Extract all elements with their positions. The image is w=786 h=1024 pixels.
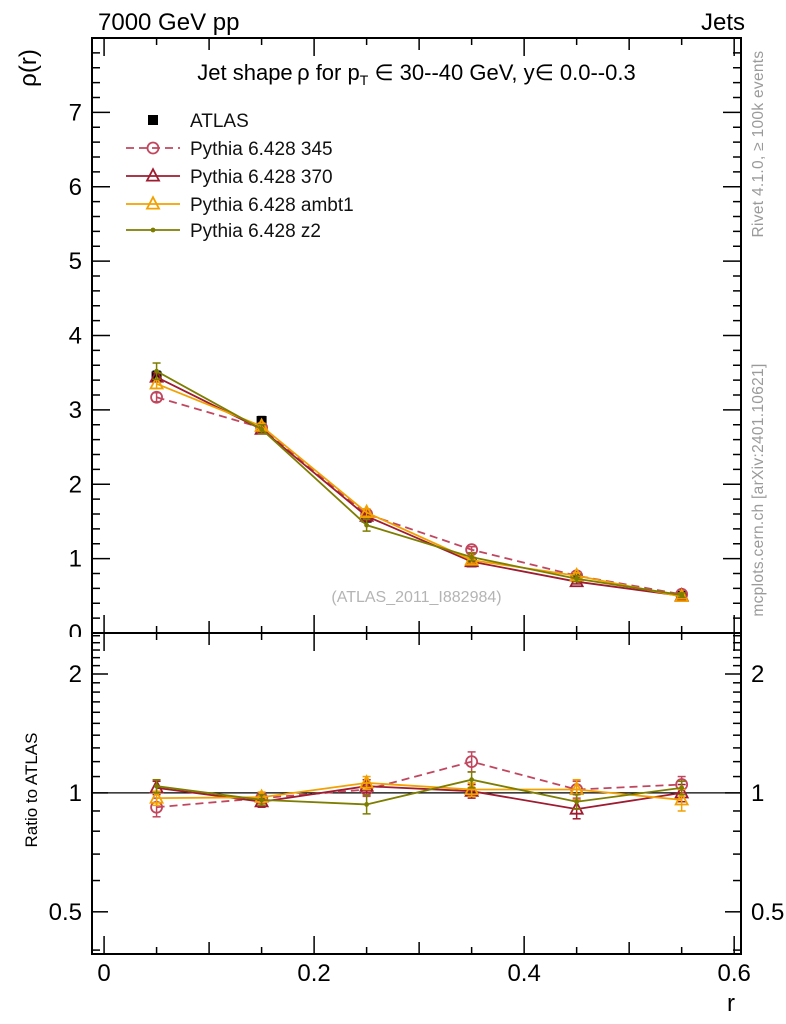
ratio-y-tick-label: 0.5 (49, 899, 82, 926)
legend: ATLAS Pythia 6.428 345 Pythia 6.428 370 Pyt… (126, 111, 354, 242)
data-marker (146, 141, 160, 155)
analysis-id-watermark: (ATLAS_2011_I882984) (331, 589, 502, 606)
data-marker (364, 802, 370, 807)
beam-header: 7000 GeV pp (98, 9, 240, 36)
ratio-y-tick-label-right: 2 (751, 661, 764, 688)
x-tick-label: 0.6 (717, 960, 750, 987)
series-line (156, 370, 682, 596)
data-marker (149, 375, 165, 390)
legend-item: Pythia 6.428 345 (126, 139, 333, 160)
data-marker (150, 227, 156, 233)
ratio-y-tick-label-right: 0.5 (751, 899, 784, 926)
legend-label: Pythia 6.428 ambt1 (190, 195, 354, 216)
data-marker (149, 789, 165, 804)
main-y-tick-label: 6 (69, 174, 82, 201)
main-y-tick-label: 3 (69, 397, 82, 424)
legend-label: Pythia 6.428 370 (190, 167, 333, 188)
data-marker (674, 791, 690, 806)
series-line (156, 760, 682, 809)
data-marker (464, 551, 480, 566)
data-marker (145, 195, 161, 210)
data-marker (569, 800, 585, 815)
data-marker (574, 576, 580, 582)
x-axis-title: r (727, 990, 735, 1017)
x-tick-label: 0.4 (507, 960, 540, 987)
data-marker (465, 755, 479, 769)
series-ratio-pythia-6-428-345 (150, 751, 689, 818)
ratio-y-tick-label: 1 (69, 780, 82, 807)
legend-item: Pythia 6.428 370 (126, 167, 333, 188)
legend-item: Pythia 6.428 ambt1 (126, 195, 354, 216)
plot-title-prefix: Jet shape ρ for p (197, 60, 360, 85)
data-marker (469, 554, 475, 560)
data-marker (359, 777, 375, 792)
plot-title-subscript: T (359, 72, 369, 88)
series-main-atlas (151, 370, 687, 601)
data-marker (574, 799, 580, 805)
analysis-group-header: Jets (700, 9, 745, 36)
legend-label: ATLAS (190, 111, 249, 132)
series-line (156, 383, 682, 598)
legend-label: Pythia 6.428 z2 (190, 221, 321, 242)
data-marker (154, 783, 159, 789)
plot-title: Jet shape ρ for pT ∈ 30--40 GeV, y∈ 0.0-… (92, 60, 741, 88)
main-y-tick-label: 2 (69, 471, 82, 498)
data-marker (259, 426, 265, 432)
ratio-y-tick-label: 2 (69, 661, 82, 688)
plot-title-suffix: ∈ 30--40 GeV, y∈ 0.0--0.3 (368, 60, 636, 85)
data-marker (679, 592, 685, 598)
main-y-tick-label: 5 (69, 248, 82, 275)
series-line (156, 396, 682, 596)
data-marker (154, 368, 159, 374)
ratio-y-tick-label-right: 1 (751, 780, 764, 807)
data-marker (150, 390, 163, 404)
series-main-pythia-6-428-345 (150, 390, 689, 601)
series-main-pythia-6-428-ambt1 (149, 375, 690, 603)
series-main-pythia-6-428-370 (149, 368, 690, 602)
data-marker (148, 115, 158, 125)
data-marker (259, 797, 265, 803)
data-marker (364, 522, 370, 528)
main-y-tick-label: 4 (69, 323, 82, 350)
main-y-tick-label: 1 (69, 546, 82, 573)
series-ratio-pythia-6-428-370 (149, 777, 690, 820)
data-marker (359, 774, 375, 789)
x-tick-label: 0 (97, 960, 110, 987)
main-y-tick-label: 0 (69, 620, 82, 647)
series-line (156, 376, 682, 597)
data-marker (469, 777, 475, 783)
data-marker (359, 503, 375, 519)
data-marker (145, 167, 161, 182)
legend-item: ATLAS (148, 111, 249, 132)
series-ratio-pythia-6-428-z2 (152, 771, 686, 815)
main-y-tick-label: 7 (69, 99, 82, 126)
series-line (156, 785, 682, 810)
data-marker (679, 785, 685, 791)
series-line (156, 778, 682, 806)
legend-label: Pythia 6.428 345 (190, 139, 333, 160)
x-tick-label: 0.2 (297, 960, 330, 987)
series-main-pythia-6-428-z2 (152, 362, 686, 599)
legend-item: Pythia 6.428 z2 (126, 221, 321, 242)
